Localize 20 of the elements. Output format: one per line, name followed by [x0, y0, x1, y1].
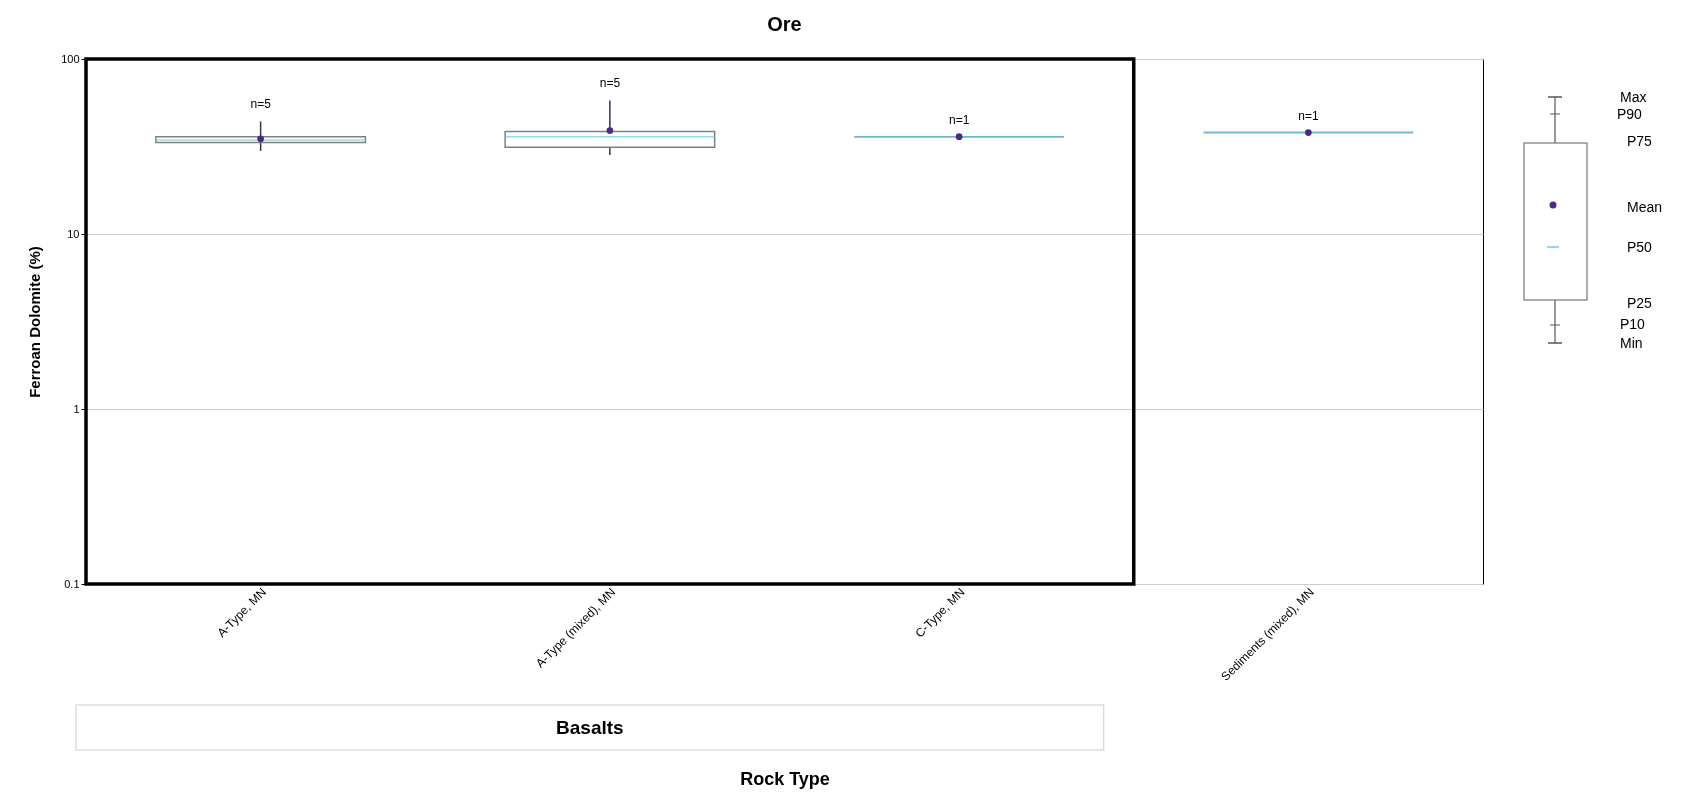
- x-axis-title: Rock Type: [740, 768, 830, 789]
- y-tick-label: 100: [61, 52, 80, 65]
- text: Basalts: [556, 717, 624, 738]
- annotation: n=1: [1298, 108, 1319, 123]
- text: Max: [1620, 89, 1647, 105]
- text: P75: [1627, 133, 1653, 149]
- text: P90: [1617, 106, 1643, 122]
- chart-title: Ore: [767, 13, 802, 35]
- text: P50: [1627, 239, 1653, 255]
- y-tick-label: 0.1: [64, 577, 80, 590]
- text: Mean: [1627, 199, 1663, 215]
- text: Min: [1620, 335, 1643, 351]
- y-tick-label: 10: [67, 227, 80, 240]
- y-axis-title: Ferroan Dolomite (%): [26, 246, 44, 398]
- text: P25: [1627, 295, 1653, 311]
- annotation: n=1: [948, 112, 970, 127]
- annotation: n=5: [250, 97, 272, 112]
- annotation: n=5: [599, 76, 621, 91]
- text: P10: [1620, 316, 1646, 332]
- y-tick-label: 1: [73, 402, 80, 415]
